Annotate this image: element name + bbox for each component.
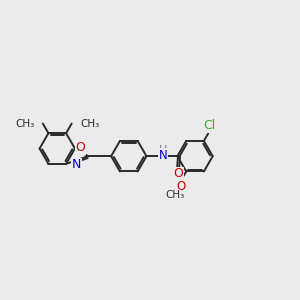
Text: O: O [173, 167, 183, 180]
Text: O: O [176, 180, 185, 193]
Text: Cl: Cl [204, 119, 216, 132]
Text: H: H [159, 145, 167, 155]
Text: N: N [159, 149, 167, 162]
Text: N: N [72, 158, 81, 171]
Text: O: O [76, 141, 85, 154]
Text: CH₃: CH₃ [80, 118, 99, 128]
Text: CH₃: CH₃ [15, 118, 34, 128]
Text: CH₃: CH₃ [166, 190, 185, 200]
